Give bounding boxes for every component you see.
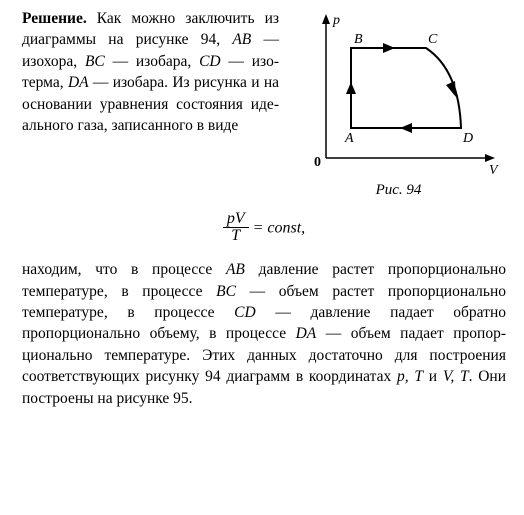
label-C: C <box>428 32 438 47</box>
label-D: D <box>462 131 473 146</box>
label-B: B <box>354 32 363 47</box>
intro-paragraph: Решение. Как можно за­клю­чить из диагра… <box>22 8 279 201</box>
origin-label: 0 <box>314 155 321 170</box>
top-row: Решение. Как можно за­клю­чить из диагра… <box>22 8 506 201</box>
page-root: Решение. Как можно за­клю­чить из диагра… <box>0 0 524 417</box>
intro-body: Как можно за­клю­чить из диаграммы на ри… <box>22 10 279 134</box>
fraction: pV T <box>223 211 249 246</box>
equation-rhs: = const, <box>249 219 306 236</box>
solution-label: Решение. <box>22 10 87 27</box>
figure-column: 0 p V A B C D Рис. 94 <box>291 8 506 201</box>
numerator: pV <box>223 211 249 229</box>
axis-v-label: V <box>489 163 499 178</box>
figure-caption: Рис. 94 <box>376 180 422 201</box>
main-paragraph: находим, что в процессе AB давление раст… <box>22 259 506 409</box>
pv-diagram: 0 p V A B C D <box>291 8 506 180</box>
equation-of-state: pV T = const, <box>22 211 506 246</box>
axis-p-label: p <box>332 13 340 28</box>
denominator: T <box>223 228 249 245</box>
label-A: A <box>344 131 354 146</box>
